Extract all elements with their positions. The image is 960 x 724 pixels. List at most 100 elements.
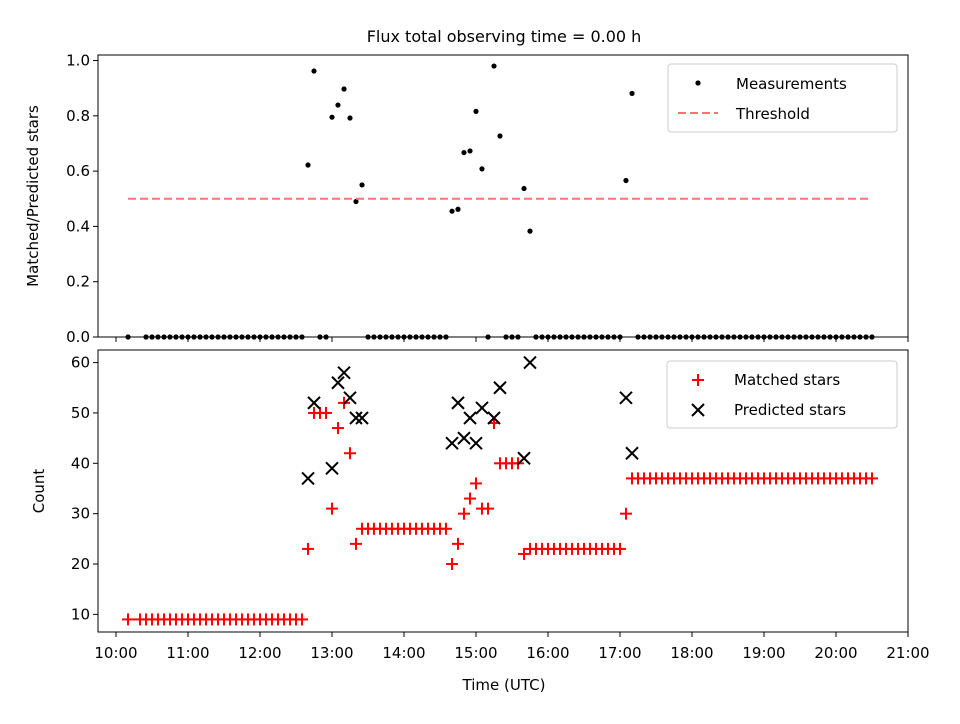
bottom-plot-frame bbox=[97, 349, 909, 633]
top-plot-frame bbox=[97, 54, 909, 338]
chart-title: Flux total observing time = 0.00 h bbox=[367, 27, 642, 46]
measurement-point bbox=[761, 334, 767, 340]
matched-star-point bbox=[457, 507, 470, 520]
measurement-point bbox=[617, 334, 623, 340]
bottom-panel: 10 20 30 40 50 60 10:00 11:00 12:00 13:00 14:00 15… bbox=[30, 349, 930, 694]
measurement-point bbox=[311, 68, 317, 74]
measurement-point bbox=[707, 334, 713, 340]
x-tick-label: 10:00 bbox=[94, 644, 137, 662]
measurement-point bbox=[479, 166, 485, 172]
measurement-point bbox=[755, 334, 761, 340]
matched-star-point bbox=[326, 502, 338, 515]
measurement-point bbox=[515, 334, 521, 340]
measurement-point bbox=[257, 334, 263, 340]
bottom-legend-box bbox=[666, 360, 898, 429]
predicted-star-point bbox=[343, 391, 357, 405]
measurement-point bbox=[461, 149, 467, 156]
measurement-point bbox=[341, 86, 347, 92]
measurement-point bbox=[395, 334, 401, 340]
top-plot-marks bbox=[125, 63, 875, 340]
measurement-point bbox=[785, 334, 791, 340]
x-tick-label: 12:00 bbox=[238, 644, 281, 662]
measurement-point bbox=[431, 334, 437, 340]
measurement-point bbox=[623, 177, 629, 184]
measurement-point bbox=[437, 334, 443, 340]
matched-star-point bbox=[518, 547, 531, 560]
x-tick-label: 21:00 bbox=[886, 644, 929, 662]
measurement-point bbox=[401, 334, 407, 340]
measurement-point bbox=[527, 228, 533, 234]
measurement-point bbox=[125, 334, 131, 340]
top-legend: Measurements Threshold bbox=[667, 63, 898, 133]
x-tick-label: 15:00 bbox=[454, 644, 497, 662]
measurement-point bbox=[281, 334, 287, 340]
bottom-y-tick-label: 60 bbox=[71, 354, 90, 372]
measurement-point bbox=[803, 334, 809, 340]
measurement-point bbox=[329, 114, 335, 120]
measurement-point bbox=[551, 334, 557, 340]
measurement-point bbox=[353, 198, 359, 205]
measurement-point bbox=[269, 334, 275, 340]
measurement-point bbox=[227, 334, 233, 340]
measurement-point bbox=[839, 334, 845, 340]
measurement-point bbox=[161, 334, 167, 340]
predicted-star-point bbox=[337, 365, 351, 380]
measurement-point bbox=[179, 334, 185, 340]
predicted-star-point bbox=[493, 381, 507, 395]
bottom-y-axis-label: Count bbox=[30, 469, 48, 514]
predicted-star-point bbox=[445, 436, 459, 450]
legend-predicted-label: Predicted stars bbox=[734, 401, 846, 419]
top-y-axis-label: Matched/Predicted stars bbox=[24, 105, 42, 287]
measurement-point bbox=[677, 334, 683, 340]
measurement-point bbox=[689, 334, 695, 340]
predicted-star-point bbox=[307, 396, 321, 410]
predicted-star-point bbox=[355, 411, 369, 425]
measurement-point bbox=[821, 334, 827, 340]
predicted-star-point bbox=[457, 431, 471, 445]
matched-star-point bbox=[295, 613, 308, 626]
measurement-point bbox=[599, 334, 605, 340]
measurement-point bbox=[173, 334, 179, 340]
measurement-point bbox=[563, 334, 569, 340]
matched-star-point bbox=[482, 502, 495, 515]
measurement-point bbox=[815, 334, 821, 340]
measurement-point bbox=[365, 334, 371, 340]
measurement-point bbox=[233, 334, 239, 340]
measurement-point bbox=[701, 334, 707, 340]
measurement-point bbox=[719, 334, 725, 340]
measurement-point bbox=[539, 334, 545, 340]
x-axis-label: Time (UTC) bbox=[462, 676, 546, 694]
matched-star-point bbox=[344, 447, 356, 460]
measurement-point bbox=[323, 334, 329, 340]
measurement-point bbox=[611, 334, 617, 340]
x-tick-label: 13:00 bbox=[310, 644, 353, 662]
measurement-point bbox=[215, 334, 221, 340]
measurement-point bbox=[149, 334, 155, 340]
measurement-point bbox=[653, 334, 659, 340]
legend-measurements-marker bbox=[695, 80, 701, 86]
measurement-point bbox=[191, 334, 197, 340]
measurement-point bbox=[635, 334, 641, 340]
measurement-point bbox=[737, 334, 743, 340]
measurement-point bbox=[809, 334, 815, 340]
top-y-tick-label: 0.2 bbox=[66, 273, 90, 291]
predicted-star-point bbox=[523, 355, 537, 370]
measurement-point bbox=[347, 115, 353, 121]
measurement-point bbox=[593, 334, 599, 340]
legend-matched-marker bbox=[692, 374, 704, 386]
predicted-star-point bbox=[325, 461, 339, 476]
matched-star-point bbox=[349, 537, 362, 550]
bottom-y-axis: 10 20 30 40 50 60 bbox=[71, 354, 98, 623]
measurement-point bbox=[767, 334, 773, 340]
matched-star-point bbox=[470, 477, 482, 490]
measurement-point bbox=[791, 334, 797, 340]
top-y-axis: 0.0 0.2 0.4 0.6 0.8 1.0 bbox=[66, 52, 98, 346]
measurement-point bbox=[299, 334, 305, 340]
x-tick-label: 14:00 bbox=[382, 644, 425, 662]
measurement-point bbox=[203, 334, 209, 340]
measurement-point bbox=[605, 334, 611, 340]
measurement-point bbox=[425, 334, 431, 340]
x-tick-label: 20:00 bbox=[814, 644, 857, 662]
